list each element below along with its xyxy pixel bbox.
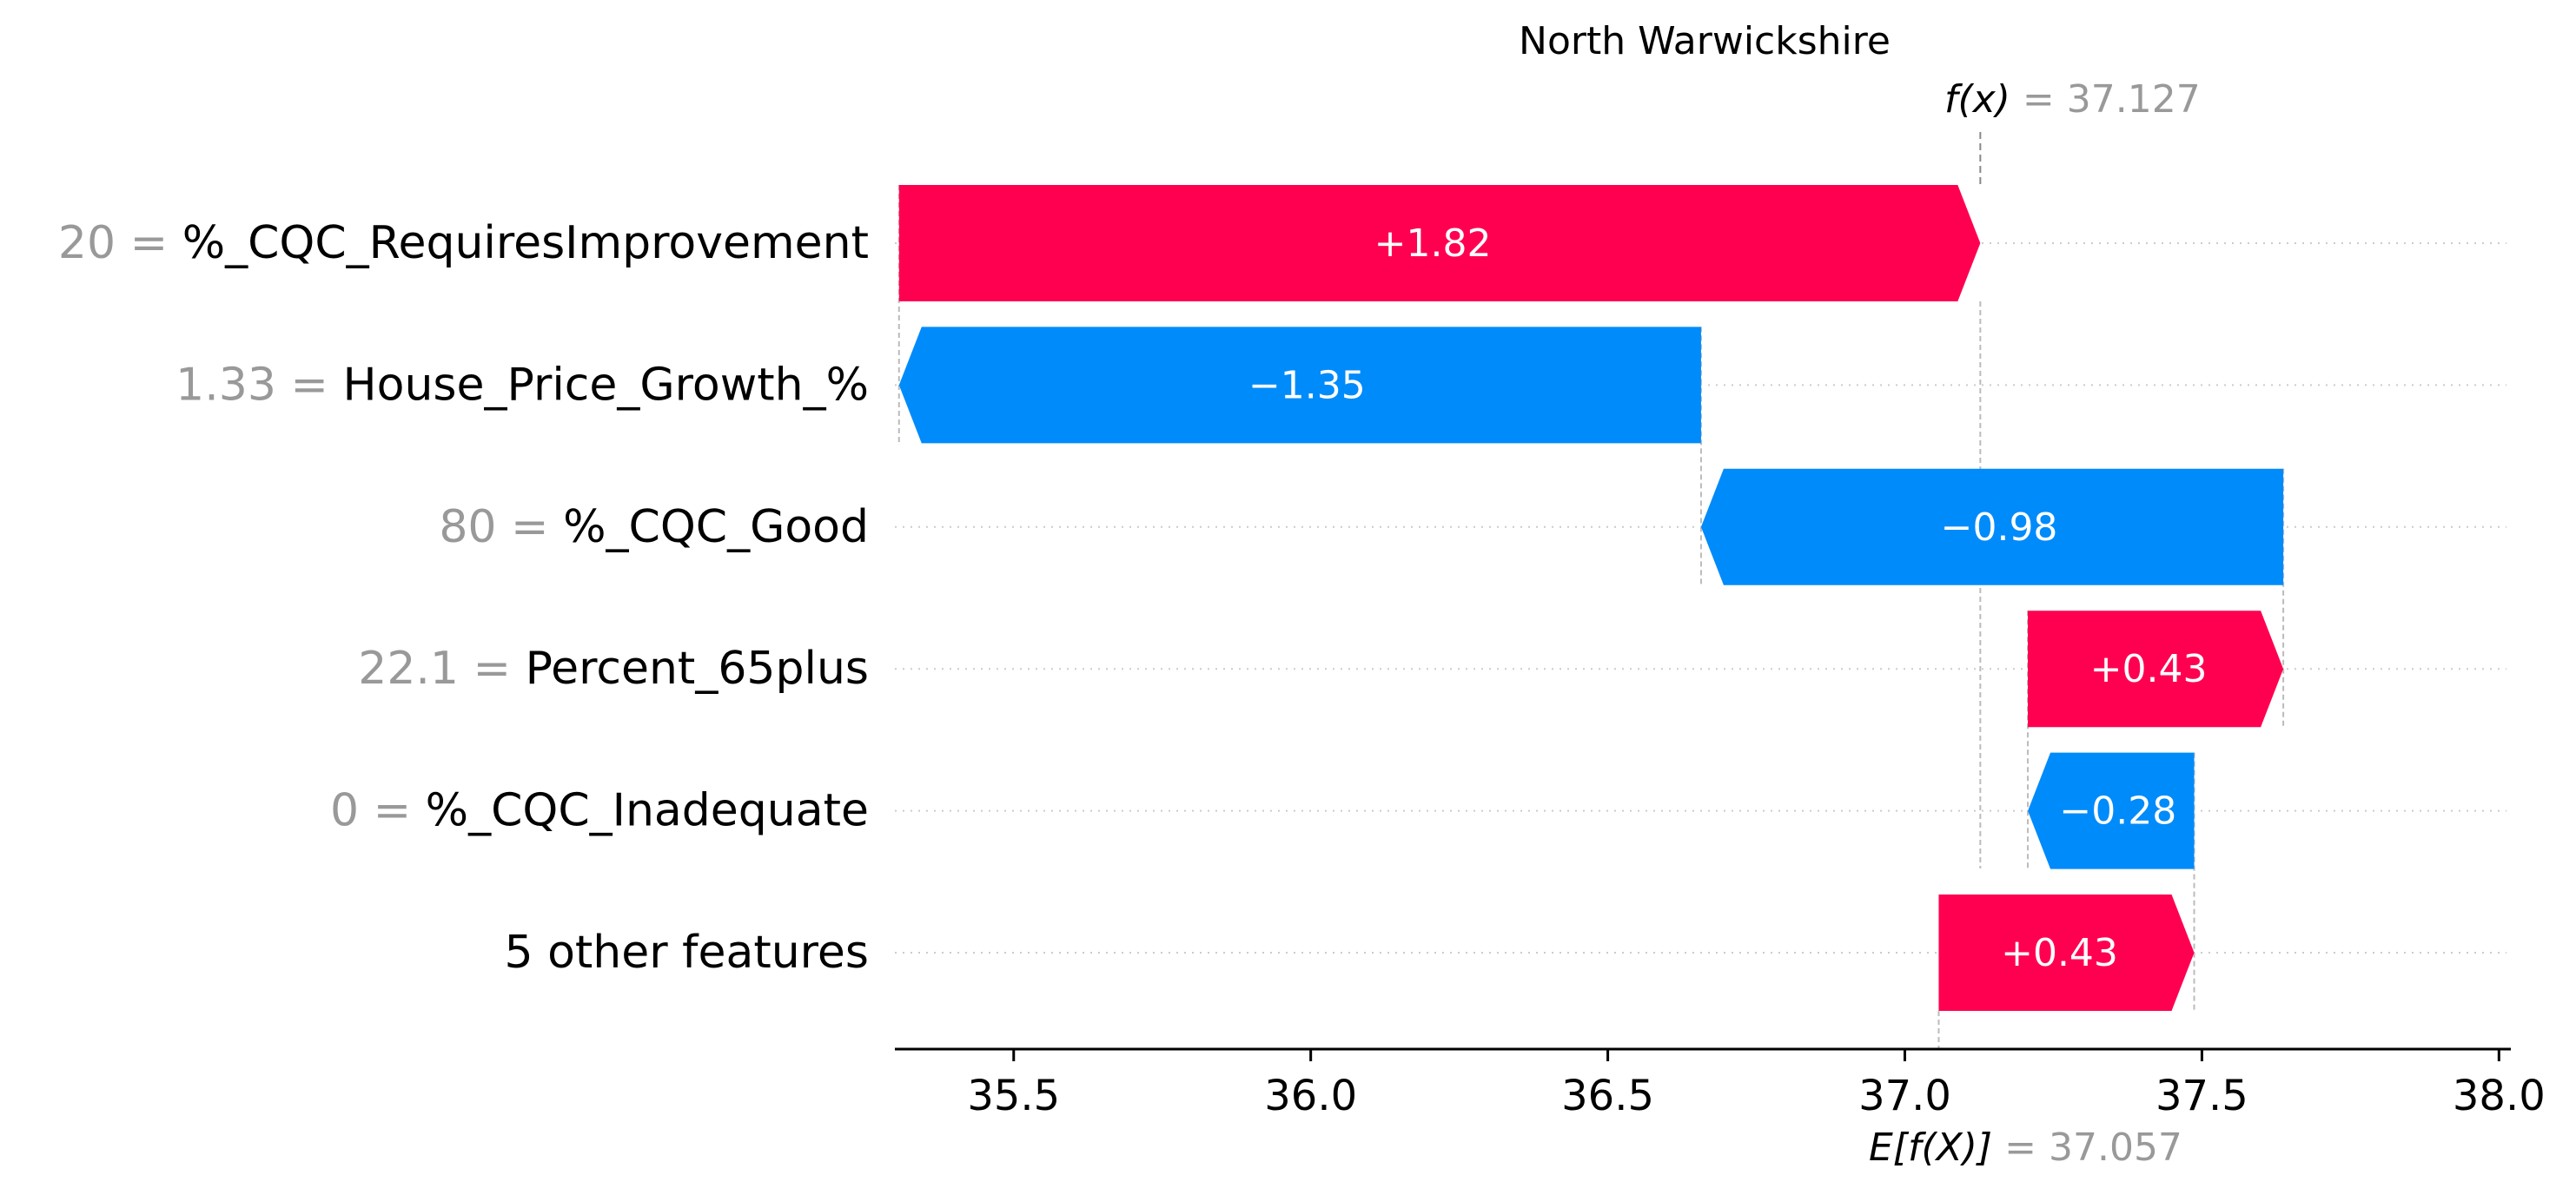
bar-value-label: −0.28: [2059, 789, 2176, 834]
connector-layer: [897, 132, 2285, 1049]
fx-label: f(x): [1944, 77, 2010, 122]
feature-name: Percent_65plus: [526, 643, 869, 695]
waterfall-bar: [898, 327, 1701, 444]
chart-title: North Warwickshire: [1519, 19, 1891, 63]
feature-name: %_CQC_Inadequate: [426, 785, 869, 837]
x-tick-label: 36.0: [1264, 1072, 1357, 1120]
ex-annotation: E[f(X)] = 37.057: [1869, 1126, 2182, 1170]
x-tick-label: 37.5: [2155, 1072, 2248, 1120]
x-tick-label: 36.5: [1561, 1072, 1654, 1120]
bar-value-label: +0.43: [2090, 647, 2208, 691]
x-axis: 35.5 36.0 36.5 37.0 37.5 38.0: [895, 1047, 2546, 1120]
bar-value-label: −0.98: [1941, 505, 2058, 550]
feature-label: 20 = %_CQC_RequiresImprovement: [58, 217, 869, 269]
feature-label: 1.33 = House_Price_Growth_%: [175, 359, 869, 411]
bar-value-label: −1.35: [1248, 363, 1366, 407]
waterfall-bar: [2028, 752, 2195, 869]
bar-value-label: +1.82: [1374, 221, 1492, 266]
feature-name: 5 other features: [504, 927, 869, 979]
bar-layer: +1.82 −1.35 −0.98 +0.43 −0.28 +0.43: [898, 185, 2284, 1011]
feature-value: 20 =: [58, 217, 182, 269]
feature-label: 22.1 = Percent_65plus: [358, 643, 869, 695]
feature-value: 1.33 =: [175, 359, 342, 411]
waterfall-bar: [2028, 611, 2284, 728]
x-tick-label: 37.0: [1858, 1072, 1951, 1120]
ex-label: E[f(X)]: [1869, 1126, 1992, 1170]
feature-value: 0 =: [330, 785, 426, 837]
waterfall-bar: [1700, 468, 2284, 585]
x-tick-label: 38.0: [2453, 1072, 2546, 1120]
ex-value: 37.057: [2049, 1126, 2182, 1170]
waterfall-bar: [898, 185, 1981, 301]
bar-value-label: +0.43: [2001, 931, 2118, 975]
feature-name: %_CQC_Good: [563, 501, 869, 553]
feature-name: %_CQC_RequiresImprovement: [182, 217, 869, 269]
feature-name: House_Price_Growth_%: [343, 359, 869, 411]
fx-value: 37.127: [2067, 77, 2201, 122]
feature-label: 5 other features: [504, 927, 869, 979]
feature-label-layer: 20 = %_CQC_RequiresImprovement 1.33 = Hou…: [58, 217, 869, 979]
x-tick-label: 35.5: [967, 1072, 1060, 1120]
feature-label: 0 = %_CQC_Inadequate: [330, 785, 869, 837]
fx-annotation: f(x) = 37.127: [1944, 77, 2201, 122]
waterfall-bar: [1938, 895, 2195, 1011]
feature-value: 80 =: [439, 501, 563, 553]
feature-label: 80 = %_CQC_Good: [439, 501, 869, 553]
feature-value: 22.1 =: [358, 643, 525, 695]
